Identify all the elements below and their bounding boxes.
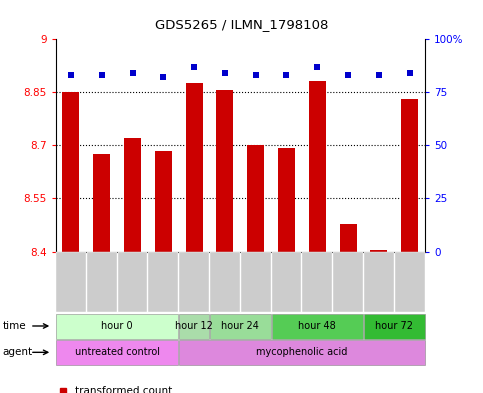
Text: time: time [2, 321, 26, 331]
Text: hour 72: hour 72 [375, 321, 413, 331]
Bar [155, 151, 172, 252]
Bar [185, 83, 202, 252]
Bar [278, 148, 295, 252]
Text: hour 12: hour 12 [175, 321, 213, 331]
Bar [247, 145, 264, 252]
Text: transformed count: transformed count [75, 386, 172, 393]
Bar [124, 138, 141, 252]
Bar [309, 81, 326, 252]
Bar [62, 92, 79, 252]
Bar [401, 99, 418, 252]
Text: mycophenolic acid: mycophenolic acid [256, 347, 348, 357]
Bar [216, 90, 233, 252]
Bar [370, 250, 387, 252]
Text: GDS5265 / ILMN_1798108: GDS5265 / ILMN_1798108 [155, 18, 328, 31]
Text: hour 24: hour 24 [221, 321, 259, 331]
Text: untreated control: untreated control [75, 347, 159, 357]
Text: hour 0: hour 0 [101, 321, 133, 331]
Bar [340, 224, 356, 252]
Bar [93, 154, 110, 252]
Text: hour 48: hour 48 [298, 321, 336, 331]
Text: agent: agent [2, 347, 32, 357]
